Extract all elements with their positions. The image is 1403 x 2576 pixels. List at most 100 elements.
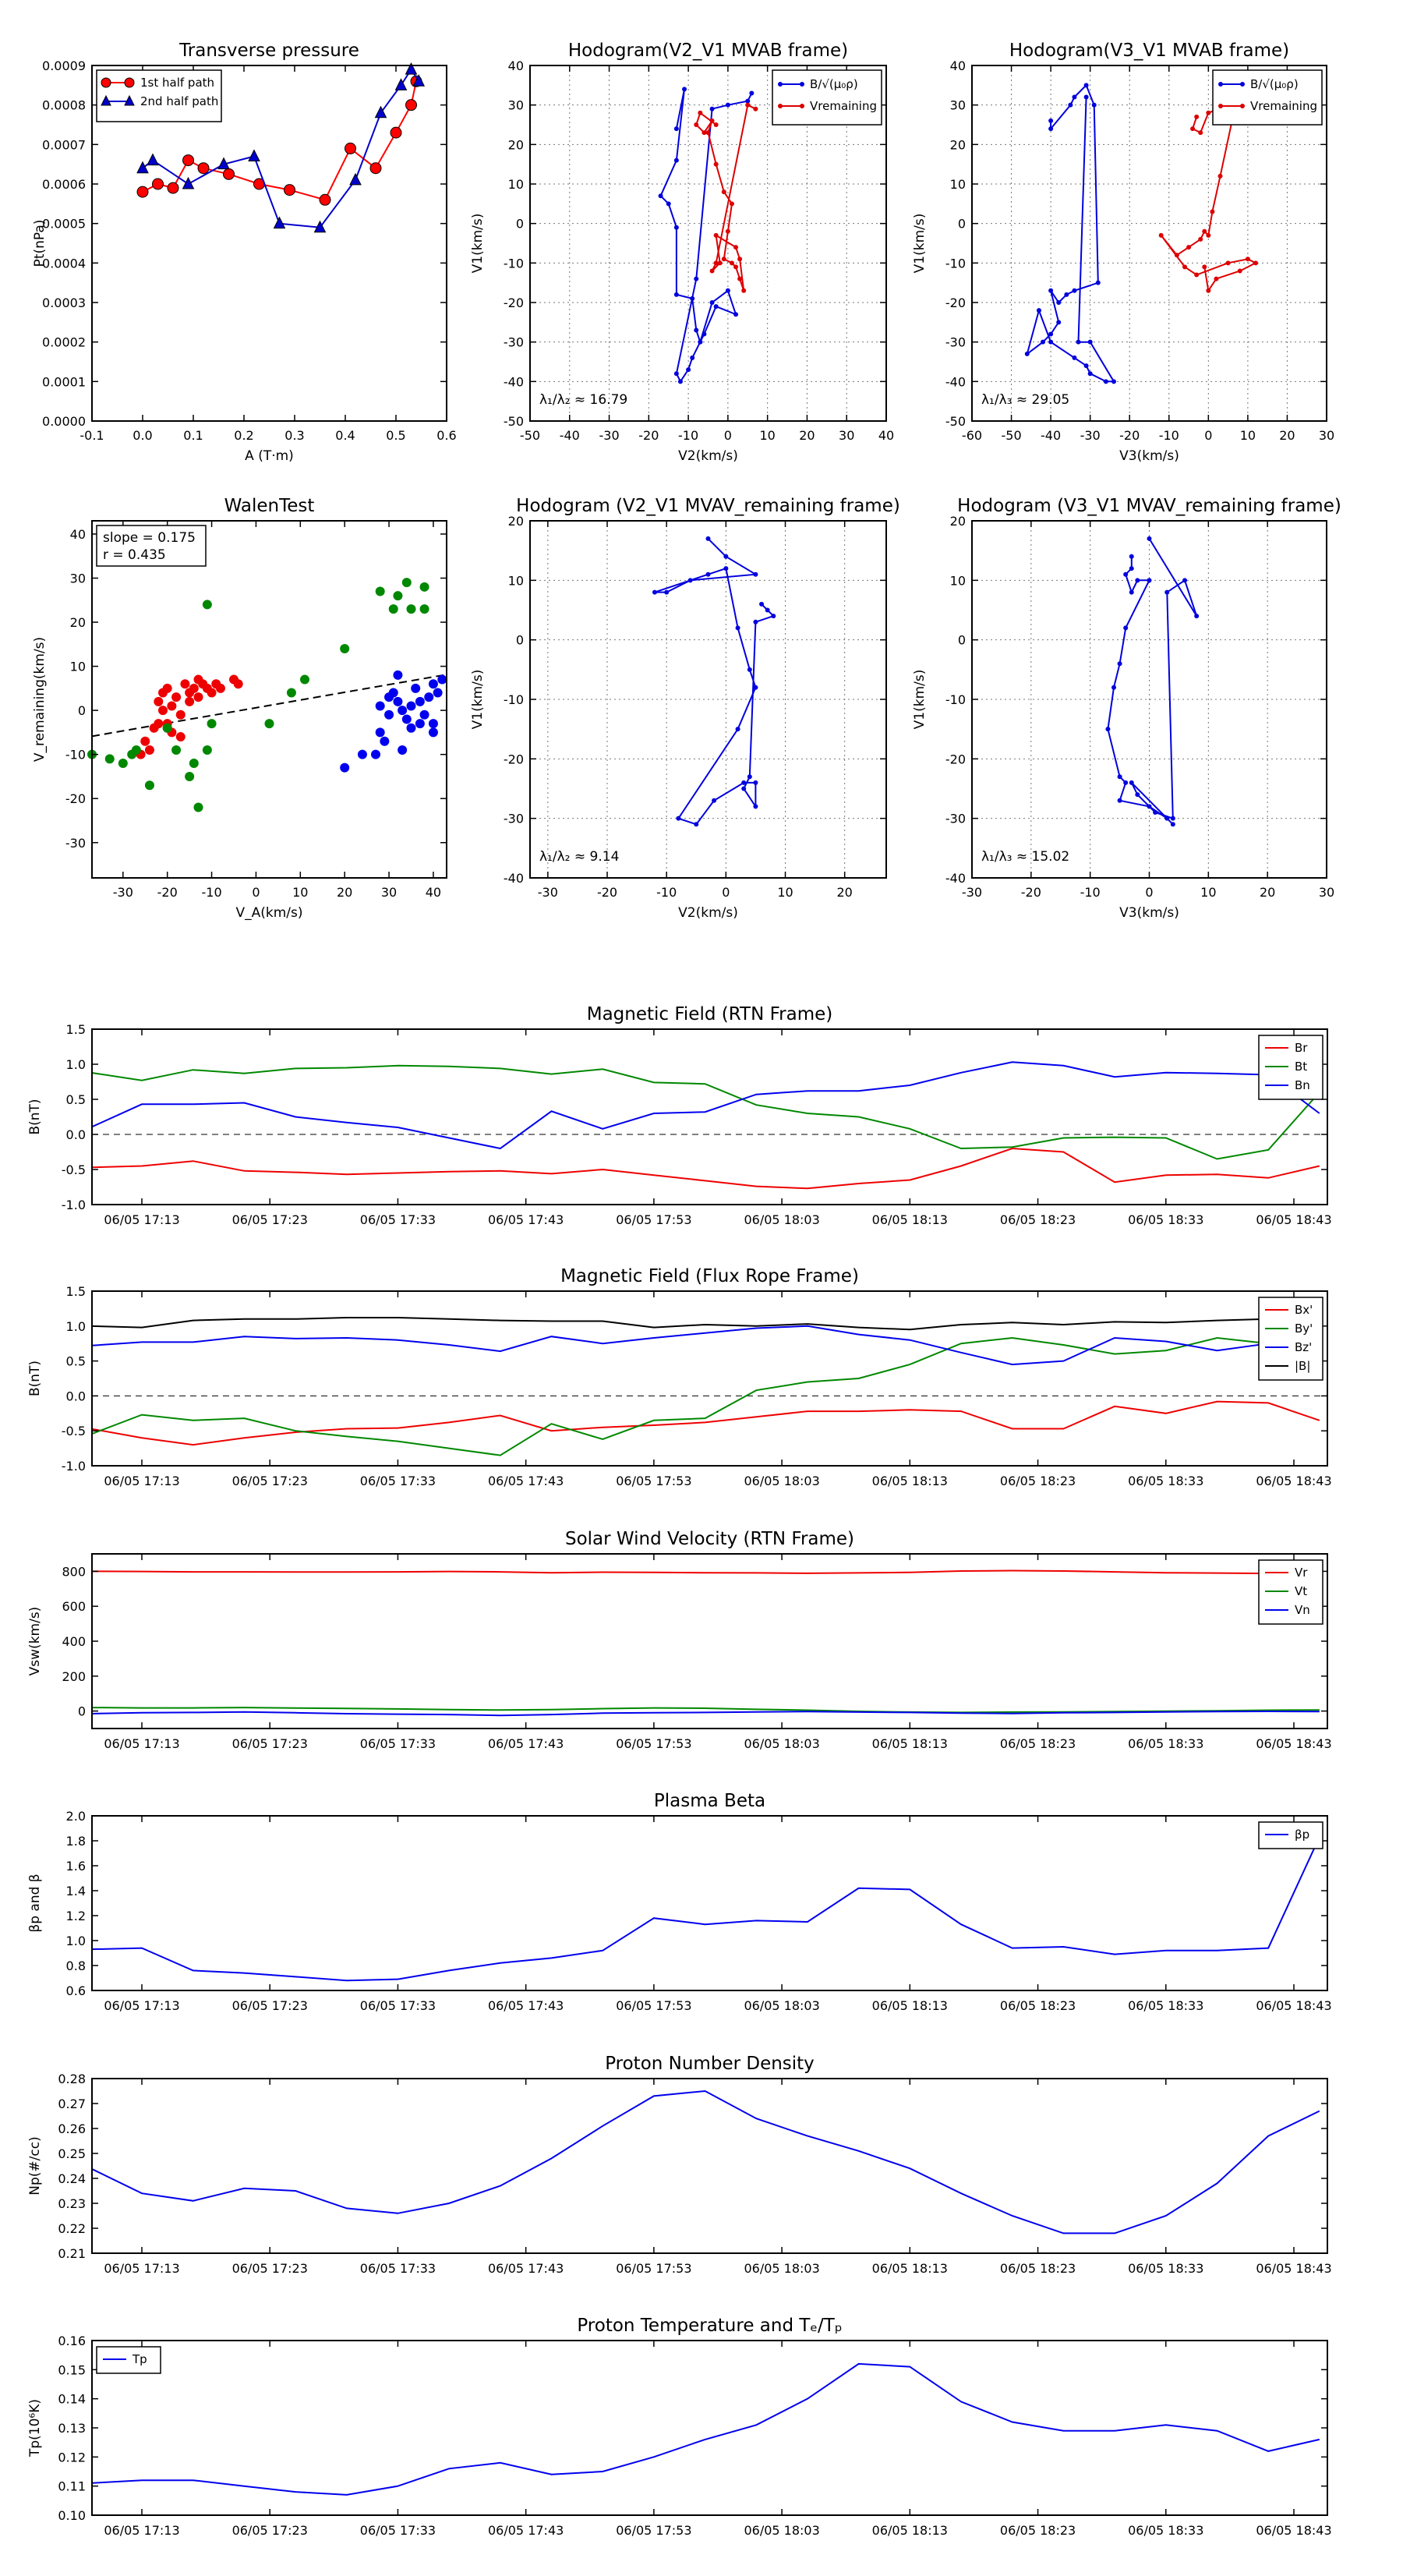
data-point: [673, 371, 679, 377]
data-point: [705, 571, 711, 577]
y-tick-label: 1.0: [66, 1934, 86, 1948]
legend-box: [1212, 69, 1323, 126]
x-tick-label: 06/05 17:43: [488, 1998, 564, 2013]
x-tick-label: 0.1: [183, 428, 203, 443]
data-point: [713, 161, 719, 167]
y-tick-label: 0.23: [58, 2196, 86, 2211]
legend-marker: [1240, 104, 1245, 108]
x-tick-label: 06/05 18:33: [1128, 2261, 1203, 2276]
data-point: [197, 162, 210, 175]
y-tick-label: 0.13: [58, 2421, 86, 2436]
plot-frame: [91, 520, 447, 879]
y-tick-label: 40: [950, 58, 966, 73]
x-tick-label: 06/05 17:53: [616, 1736, 691, 1751]
data-point: [1147, 536, 1152, 541]
legend-marker: [1218, 104, 1223, 108]
data-point: [215, 683, 225, 693]
data-point: [154, 696, 164, 706]
x-tick-label: 06/05 17:23: [232, 1736, 308, 1751]
data-point: [1048, 339, 1054, 345]
x-tick-label: 06/05 17:23: [232, 2261, 308, 2276]
x-tick-label: -30: [538, 885, 558, 900]
data-point: [419, 709, 429, 720]
data-point: [369, 162, 382, 175]
data-point: [729, 201, 734, 207]
x-tick-label: 20: [1260, 885, 1275, 900]
legend-label: Bn: [1295, 1078, 1310, 1092]
chart-hodogram-v3-v1-mvav: -30 -20 -10 0 10 20 30-40-30-20-1001020Hodogra…: [912, 496, 1341, 921]
data-point: [753, 685, 758, 690]
y-tick-label: 0.0000: [42, 414, 86, 429]
x-tick-label: 06/05 17:43: [488, 1736, 564, 1751]
data-point: [140, 736, 150, 746]
x-tick-label: 06/05 18:03: [744, 2261, 819, 2276]
y-tick-label: -10: [945, 692, 966, 707]
x-tick-label: -30: [962, 885, 982, 900]
y-tick-label: 1.0: [66, 1057, 86, 1072]
data-point: [264, 719, 274, 729]
plot-frame: [91, 2078, 1328, 2254]
data-point: [193, 692, 203, 702]
y-tick-label: 0.28: [58, 2072, 86, 2086]
y-tick-label: 0.0006: [42, 177, 86, 192]
data-point: [175, 732, 186, 742]
x-tick-label: 06/05 17:23: [232, 1998, 308, 2013]
chart-hodogram-v3-v1-mvab: -60 -50 -40 -30 -20 -10 0 10 20 30-50-40-30-20-10…: [912, 41, 1334, 464]
data-point: [394, 78, 408, 90]
y-tick-label: -10: [504, 692, 524, 707]
data-point: [167, 701, 177, 711]
x-tick-label: 06/05 17:13: [104, 2523, 179, 2538]
y-tick-label: 30: [950, 98, 966, 113]
data-point: [313, 220, 327, 233]
x-tick-label: -10: [201, 885, 221, 900]
data-point: [713, 260, 719, 266]
data-point: [406, 723, 416, 733]
data-point: [702, 130, 707, 136]
x-tick-label: 06/05 17:43: [488, 1474, 564, 1488]
fit-line: [91, 674, 447, 738]
data-point: [677, 379, 683, 384]
x-tick-label: -20: [1021, 885, 1041, 900]
y-tick-label: -40: [504, 871, 524, 886]
data-point: [419, 604, 429, 614]
y-tick-label: -30: [945, 812, 966, 826]
x-tick-label: 06/05 18:23: [1000, 1736, 1076, 1751]
legend-label: B/√(μ₀ρ): [810, 77, 858, 91]
data-point: [673, 292, 679, 297]
x-tick-label: 06/05 17:53: [616, 2261, 691, 2276]
legend-label: B/√(μ₀ρ): [1250, 77, 1299, 91]
y-tick-label: 400: [62, 1634, 86, 1649]
data-point: [705, 130, 711, 136]
data-point: [136, 161, 149, 174]
y-tick-label: 0: [78, 703, 86, 718]
data-point: [1225, 260, 1231, 266]
data-point: [721, 257, 726, 262]
y-tick-label: 1.8: [66, 1834, 86, 1849]
y-tick-label: -30: [504, 335, 524, 350]
data-point: [753, 780, 758, 785]
y-tick-label: -10: [504, 256, 524, 271]
y-tick-label: 20: [950, 137, 966, 152]
x-tick-label: 06/05 18:33: [1128, 1736, 1203, 1751]
legend-label: βp: [1295, 1828, 1309, 1842]
chart-proton-temperature: 06/05 17:13 06/05 17:23 06/05 17:33 06/05 1…: [27, 2316, 1332, 2538]
x-tick-label: 06/05 18:03: [744, 1474, 819, 1488]
chart-title: Proton Temperature and Tₑ/Tₚ: [577, 2316, 842, 2336]
data-point: [193, 802, 203, 812]
chart-proton-number-density: 06/05 17:13 06/05 17:23 06/05 17:33 06/05 1…: [27, 2054, 1332, 2276]
series-line-2: [92, 1061, 1320, 1150]
y-tick-label: -1.0: [62, 1198, 86, 1212]
y-tick-label: -20: [945, 752, 966, 766]
y-tick-label: -10: [65, 748, 86, 763]
data-point: [207, 719, 217, 729]
data-point: [673, 157, 679, 163]
data-point: [1072, 94, 1077, 100]
legend-label: 2nd half path: [140, 94, 218, 108]
data-point: [202, 600, 212, 610]
data-point: [1206, 110, 1211, 115]
y-tick-label: 0.0: [66, 1127, 86, 1142]
data-point: [725, 288, 730, 293]
y-tick-label: 1.4: [66, 1884, 86, 1898]
data-point: [1111, 685, 1116, 690]
data-point: [745, 98, 751, 104]
